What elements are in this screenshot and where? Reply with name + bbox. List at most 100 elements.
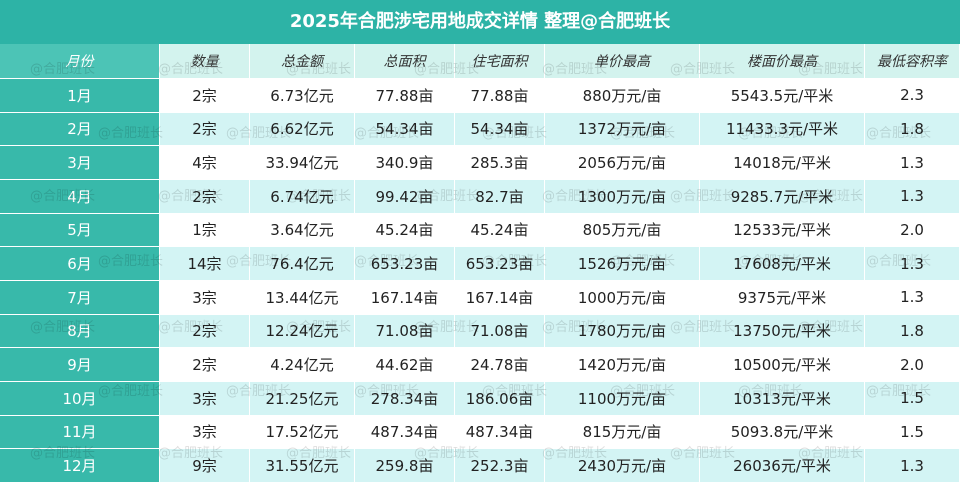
table-cell: 1100万元/亩 [545,382,700,416]
table-cell: 1.3 [865,180,960,214]
table-cell: 6.62亿元 [250,112,355,147]
table-cell: 2056万元/亩 [545,146,700,180]
month-cell: 10月 [0,382,160,416]
table-cell: 487.34亩 [355,415,455,450]
table-cell: 487.34亩 [455,415,545,450]
table-cell: 10500元/平米 [700,348,865,382]
table-cell: 2宗 [160,348,250,382]
table-cell: 14宗 [160,247,250,281]
table-cell: 4.24亿元 [250,348,355,382]
table-cell: 259.8亩 [355,449,455,483]
table-cell: 1.3 [865,281,960,315]
table-cell: 10313元/平米 [700,382,865,416]
table-cell: 1.3 [865,247,960,281]
table-cell: 1.8 [865,112,960,147]
header-cell: 月份 [0,44,160,79]
table: 月份 数量 总金额 总面积 住宅面积 单价最高 楼面价最高 最低容积率 1月 2宗 6.73亿元 77… [0,44,960,483]
table-cell: 82.7亩 [455,180,545,214]
table-cell: 2宗 [160,180,250,214]
table-cell: 71.08亩 [455,314,545,349]
table-cell: 99.42亩 [355,180,455,214]
table-cell: 2430万元/亩 [545,449,700,483]
table-cell: 1.5 [865,382,960,416]
month-cell: 11月 [0,415,160,450]
table-cell: 5093.8元/平米 [700,415,865,450]
table-cell: 13.44亿元 [250,281,355,315]
table-cell: 6.73亿元 [250,79,355,113]
table-cell: 252.3亩 [455,449,545,483]
table-cell: 4宗 [160,146,250,180]
table-cell: 1526万元/亩 [545,247,700,281]
table-cell: 2.3 [865,79,960,113]
table-cell: 31.55亿元 [250,449,355,483]
table-cell: 3宗 [160,382,250,416]
table-cell: 167.14亩 [455,281,545,315]
table-cell: 12533元/平米 [700,213,865,248]
table-cell: 45.24亩 [355,213,455,248]
month-cell: 3月 [0,146,160,180]
month-cell: 2月 [0,112,160,147]
table-cell: 9375元/平米 [700,281,865,315]
table-cell: 186.06亩 [455,382,545,416]
table-cell: 9宗 [160,449,250,483]
header-cell: 住宅面积 [455,44,545,79]
table-cell: 24.78亩 [455,348,545,382]
table-cell: 653.23亩 [455,247,545,281]
table-cell: 3宗 [160,415,250,450]
table-cell: 278.34亩 [355,382,455,416]
table-cell: 9285.7元/平米 [700,180,865,214]
table-cell: 1.8 [865,314,960,349]
month-cell: 8月 [0,314,160,349]
month-cell: 7月 [0,281,160,315]
table-cell: 2宗 [160,314,250,349]
table-cell: 6.74亿元 [250,180,355,214]
table-cell: 17608元/平米 [700,247,865,281]
table-cell: 54.34亩 [355,112,455,147]
table-cell: 1372万元/亩 [545,112,700,147]
header-cell: 总面积 [355,44,455,79]
table-cell: 1.3 [865,146,960,180]
table-cell: 14018元/平米 [700,146,865,180]
header-cell: 楼面价最高 [700,44,865,79]
month-cell: 4月 [0,180,160,214]
table-cell: 815万元/亩 [545,415,700,450]
month-cell: 5月 [0,213,160,248]
table-cell: 285.3亩 [455,146,545,180]
table-cell: 1780万元/亩 [545,314,700,349]
table-cell: 167.14亩 [355,281,455,315]
table-cell: 340.9亩 [355,146,455,180]
table-cell: 26036元/平米 [700,449,865,483]
table-cell: 77.88亩 [355,79,455,113]
header-cell: 最低容积率 [865,44,960,79]
table-cell: 2宗 [160,112,250,147]
table-cell: 76.4亿元 [250,247,355,281]
header-cell: 总金额 [250,44,355,79]
table-cell: 11433.3元/平米 [700,112,865,147]
table-cell: 2宗 [160,79,250,113]
table-cell: 13750元/平米 [700,314,865,349]
month-cell: 6月 [0,247,160,281]
table-cell: 1宗 [160,213,250,248]
table-cell: 1000万元/亩 [545,281,700,315]
table-cell: 3.64亿元 [250,213,355,248]
table-cell: 3宗 [160,281,250,315]
title: 2025年合肥涉宅用地成交详情 整理@合肥班长 [0,0,960,44]
header-cell: 数量 [160,44,250,79]
table-cell: 33.94亿元 [250,146,355,180]
table-cell: 2.0 [865,348,960,382]
table-cell: 880万元/亩 [545,79,700,113]
table-cell: 12.24亿元 [250,314,355,349]
table-cell: 44.62亩 [355,348,455,382]
month-cell: 1月 [0,79,160,113]
table-cell: 71.08亩 [355,314,455,349]
table-cell: 1420万元/亩 [545,348,700,382]
table-cell: 805万元/亩 [545,213,700,248]
month-cell: 9月 [0,348,160,382]
table-cell: 77.88亩 [455,79,545,113]
month-cell: 12月 [0,449,160,483]
table-cell: 5543.5元/平米 [700,79,865,113]
table-cell: 1.3 [865,449,960,483]
table-cell: 17.52亿元 [250,415,355,450]
table-cell: 1300万元/亩 [545,180,700,214]
